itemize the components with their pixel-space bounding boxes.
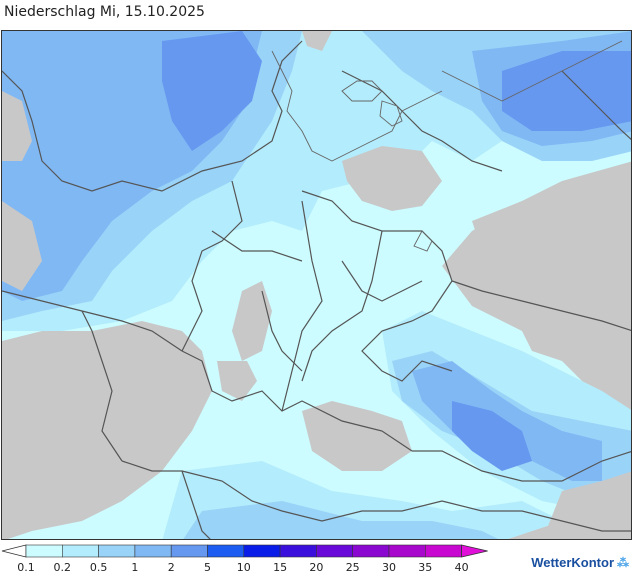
- legend-tick-label: 25: [346, 561, 360, 574]
- legend-tick-label: 1: [131, 561, 138, 574]
- legend-arrow-right: [461, 544, 488, 558]
- legend-swatch: [61, 544, 99, 558]
- legend-tick-label: 0.2: [54, 561, 72, 574]
- dry-areas: [2, 31, 631, 539]
- legend-swatch: [243, 544, 281, 558]
- legend-tick-label: 40: [455, 561, 469, 574]
- legend-tick-label: 2: [168, 561, 175, 574]
- legend-swatch: [170, 544, 208, 558]
- legend-tick-label: 0.1: [17, 561, 35, 574]
- map-title: Niederschlag Mi, 15.10.2025: [4, 4, 205, 20]
- legend-arrow-left: [1, 544, 27, 558]
- legend-swatch: [134, 544, 172, 558]
- legend-swatch: [388, 544, 426, 558]
- legend-tick-label: 5: [204, 561, 211, 574]
- precip-band-2d: [222, 71, 247, 101]
- legend-tick-label: 0.5: [90, 561, 108, 574]
- precip-band-0.5d: [183, 501, 498, 539]
- legend-swatch: [207, 544, 245, 558]
- precip-band-2: [162, 31, 262, 151]
- color-legend: 0.1 0.2 0.5 1 2 5 10 15 20 25 30 35 40: [0, 542, 633, 580]
- legend-swatch: [25, 544, 63, 558]
- coastlines: [271, 40, 623, 252]
- legend-scale: 0.1 0.2 0.5 1 2 5 10 15 20 25 30 35 40: [1, 544, 488, 574]
- legend-swatch: [98, 544, 136, 558]
- country-borders: [2, 40, 631, 539]
- precip-band-2b: [502, 51, 631, 131]
- legend-swatch: [316, 544, 353, 558]
- legend-swatch: [352, 544, 390, 558]
- map-canvas: [2, 31, 631, 539]
- brand-name: WetterKontor: [531, 555, 614, 570]
- raindrops-icon: ⁂: [617, 555, 629, 570]
- legend-tick-label: 30: [382, 561, 396, 574]
- legend-swatch: [424, 544, 462, 558]
- precip-band-2c: [452, 401, 532, 471]
- legend-swatch: [279, 544, 317, 558]
- legend-tick-label: 10: [237, 561, 251, 574]
- precipitation-map[interactable]: [1, 30, 632, 540]
- brand-logo: WetterKontor ⁂: [531, 555, 629, 570]
- legend-tick-label: 20: [309, 561, 323, 574]
- legend-tick-label: 15: [273, 561, 287, 574]
- legend-tick-label: 35: [418, 561, 432, 574]
